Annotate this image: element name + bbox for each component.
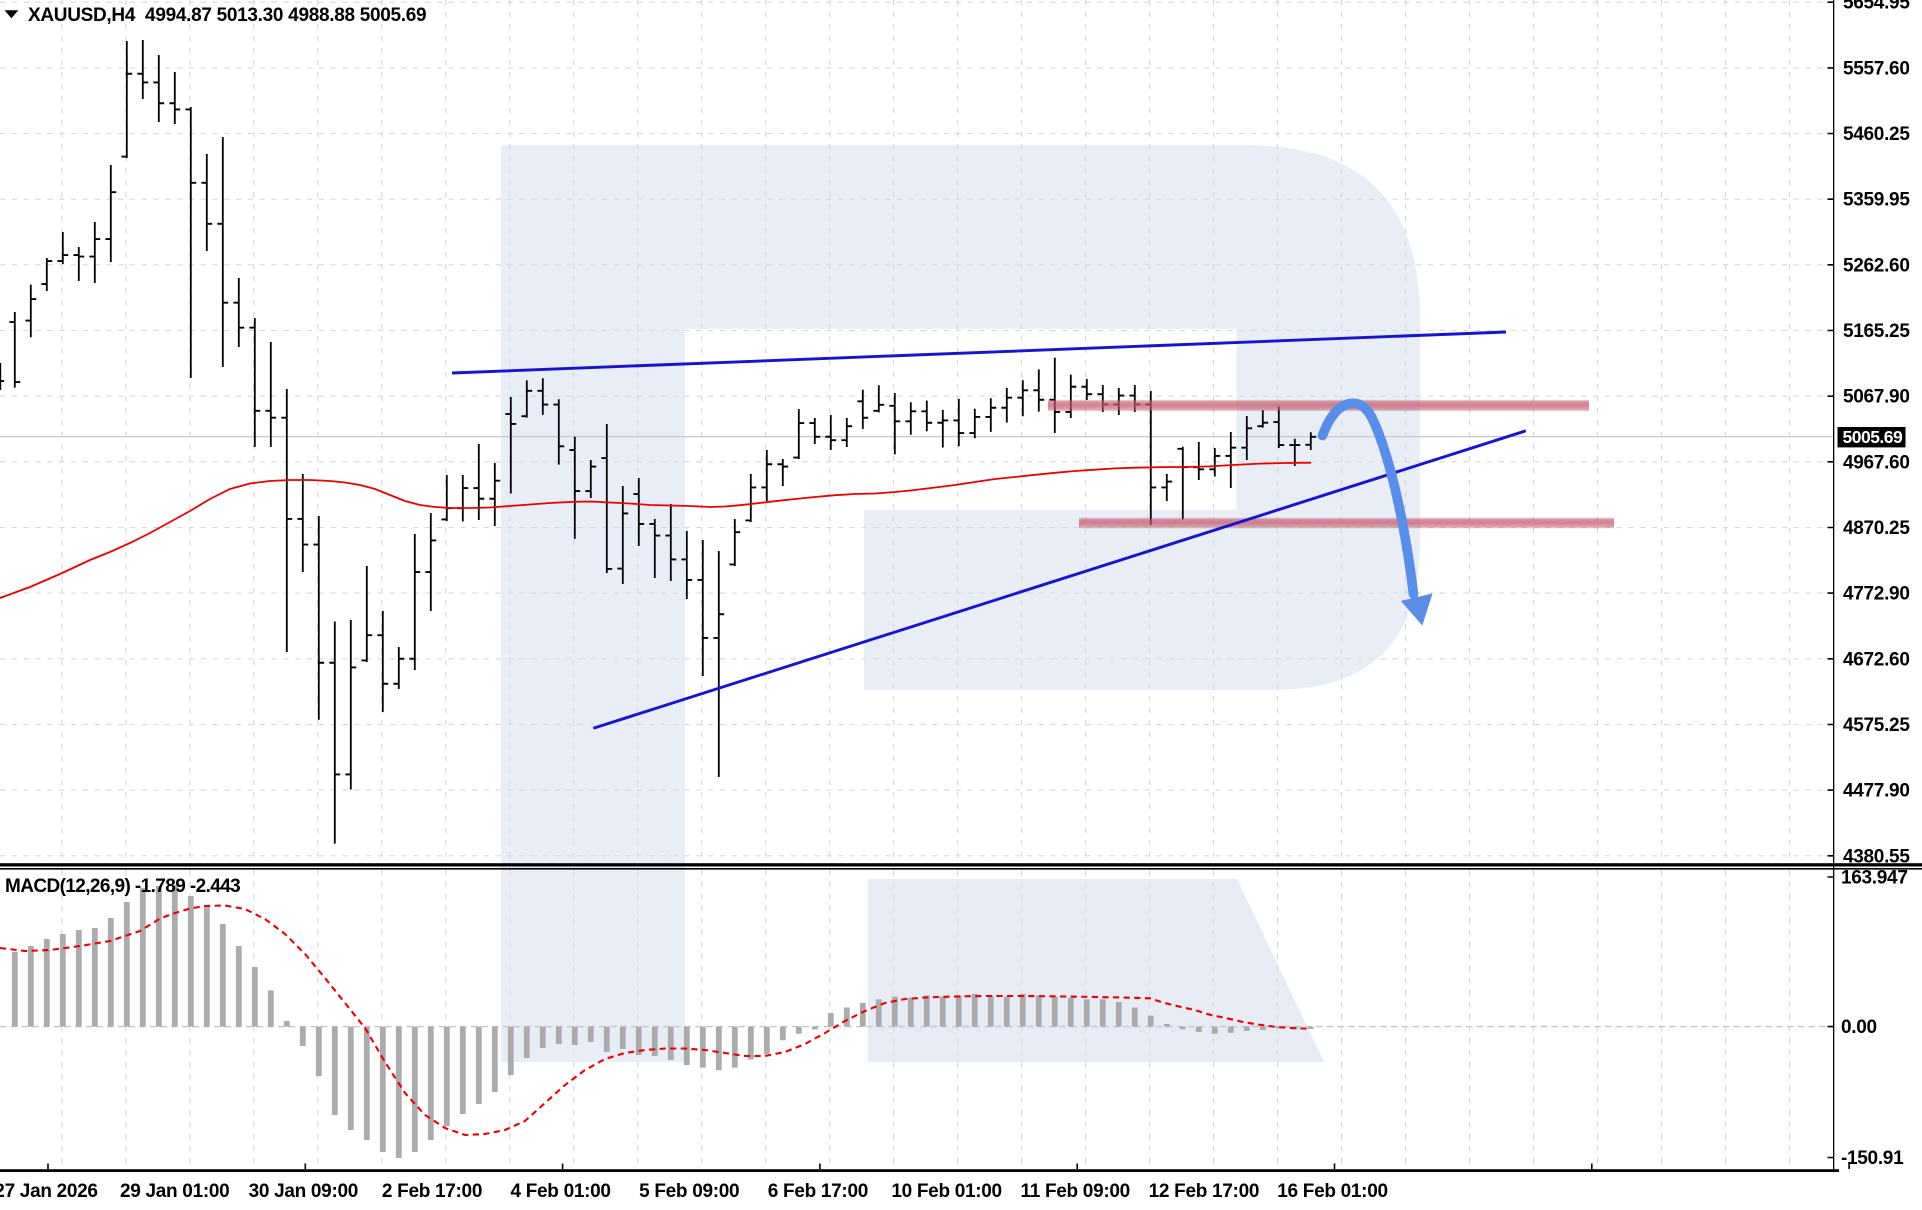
svg-text:MACD(12,26,9) -1.789 -2.443: MACD(12,26,9) -1.789 -2.443: [5, 876, 240, 897]
svg-text:4772.90: 4772.90: [1843, 584, 1910, 605]
svg-text:2 Feb 17:00: 2 Feb 17:00: [382, 1181, 482, 1202]
svg-text:0.00: 0.00: [1841, 1017, 1877, 1038]
svg-text:5 Feb 09:00: 5 Feb 09:00: [639, 1181, 739, 1202]
svg-text:5654.95: 5654.95: [1843, 0, 1910, 14]
svg-text:4 Feb 01:00: 4 Feb 01:00: [510, 1181, 610, 1202]
svg-text:4380.55: 4380.55: [1843, 846, 1910, 867]
svg-text:XAUUSD,H4 4994.87 5013.30 498: XAUUSD,H4 4994.87 5013.30 4988.88 5005.6…: [28, 5, 426, 26]
svg-text:163.947: 163.947: [1841, 868, 1908, 889]
svg-text:16 Feb 01:00: 16 Feb 01:00: [1277, 1181, 1387, 1202]
svg-text:11 Feb 09:00: 11 Feb 09:00: [1020, 1181, 1129, 1202]
svg-text:27 Jan 2026: 27 Jan 2026: [0, 1181, 98, 1202]
svg-text:6 Feb 17:00: 6 Feb 17:00: [768, 1181, 868, 1202]
svg-text:29 Jan 01:00: 29 Jan 01:00: [120, 1181, 229, 1202]
svg-text:4870.25: 4870.25: [1843, 518, 1910, 539]
svg-text:30 Jan 09:00: 30 Jan 09:00: [249, 1181, 358, 1202]
svg-text:5460.25: 5460.25: [1843, 124, 1910, 145]
svg-text:5262.60: 5262.60: [1843, 255, 1910, 276]
svg-text:4575.25: 4575.25: [1843, 715, 1910, 736]
svg-text:5165.25: 5165.25: [1843, 321, 1910, 342]
svg-text:4967.60: 4967.60: [1843, 452, 1910, 473]
svg-text:10 Feb 01:00: 10 Feb 01:00: [891, 1181, 1001, 1202]
svg-text:5359.95: 5359.95: [1843, 190, 1910, 211]
svg-text:-150.91: -150.91: [1841, 1148, 1904, 1169]
svg-text:4672.60: 4672.60: [1843, 649, 1910, 670]
svg-text:12 Feb 17:00: 12 Feb 17:00: [1149, 1181, 1259, 1202]
svg-text:5557.60: 5557.60: [1843, 58, 1910, 79]
svg-text:4477.90: 4477.90: [1843, 781, 1910, 802]
svg-text:5005.69: 5005.69: [1843, 427, 1904, 447]
svg-text:5067.90: 5067.90: [1843, 387, 1910, 408]
